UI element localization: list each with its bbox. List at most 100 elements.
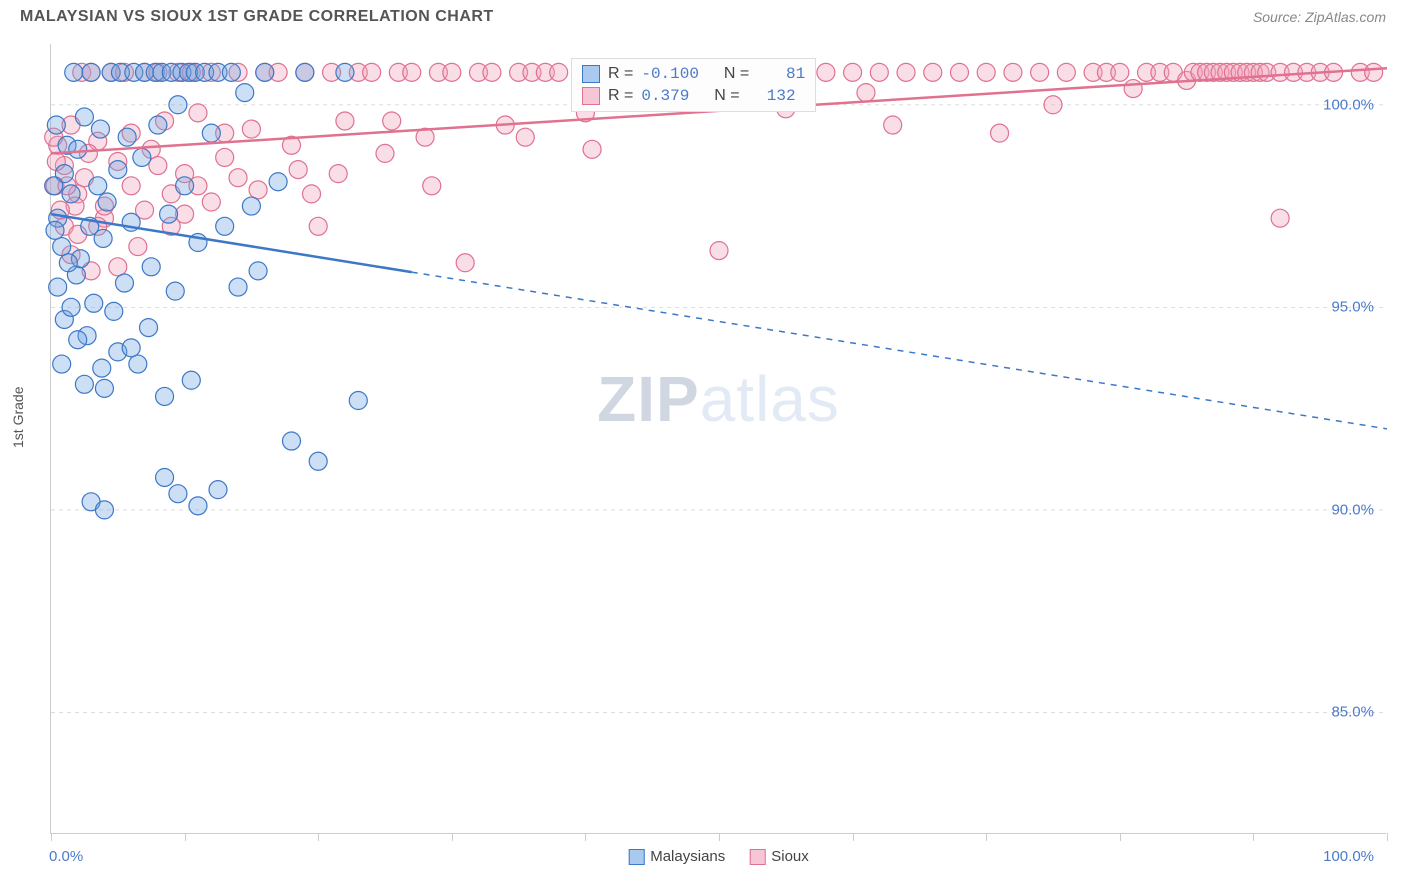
data-point xyxy=(62,185,80,203)
y-axis-title: 1st Grade xyxy=(10,387,26,448)
data-point xyxy=(516,128,534,146)
data-point xyxy=(844,63,862,81)
trend-line-dashed xyxy=(412,272,1387,429)
data-point xyxy=(216,217,234,235)
data-point xyxy=(383,112,401,130)
stats-n-value: 81 xyxy=(757,65,805,83)
stats-r-value: 0.379 xyxy=(641,87,689,105)
data-point xyxy=(202,193,220,211)
data-point xyxy=(95,501,113,519)
data-point xyxy=(456,254,474,272)
data-point xyxy=(109,161,127,179)
data-point xyxy=(363,63,381,81)
data-point xyxy=(62,298,80,316)
data-point xyxy=(242,120,260,138)
data-point xyxy=(140,319,158,337)
stats-swatch xyxy=(582,87,600,105)
data-point xyxy=(91,120,109,138)
data-point xyxy=(176,205,194,223)
data-point xyxy=(45,177,63,195)
data-point xyxy=(550,63,568,81)
x-max-label: 100.0% xyxy=(1323,848,1374,865)
legend-item-malaysians: Malaysians xyxy=(628,848,725,865)
data-point xyxy=(443,63,461,81)
data-point xyxy=(133,148,151,166)
data-point xyxy=(309,217,327,235)
data-point xyxy=(884,116,902,134)
x-tick xyxy=(318,833,319,841)
stats-r-label: R = xyxy=(608,65,633,83)
data-point xyxy=(950,63,968,81)
data-point xyxy=(49,278,67,296)
data-point xyxy=(376,144,394,162)
data-point xyxy=(53,355,71,373)
data-point xyxy=(149,157,167,175)
data-point xyxy=(69,331,87,349)
data-point xyxy=(349,392,367,410)
data-point xyxy=(222,63,240,81)
data-point xyxy=(1057,63,1075,81)
data-point xyxy=(991,124,1009,142)
y-tick-label: 90.0% xyxy=(1314,501,1374,518)
data-point xyxy=(93,359,111,377)
data-point xyxy=(1271,209,1289,227)
data-point xyxy=(94,229,112,247)
x-tick xyxy=(185,833,186,841)
data-point xyxy=(53,238,71,256)
data-point xyxy=(182,371,200,389)
data-point xyxy=(483,63,501,81)
data-point xyxy=(249,262,267,280)
data-point xyxy=(403,63,421,81)
data-point xyxy=(149,116,167,134)
y-tick-label: 85.0% xyxy=(1314,704,1374,721)
x-tick xyxy=(1253,833,1254,841)
data-point xyxy=(47,116,65,134)
data-point xyxy=(209,481,227,499)
data-point xyxy=(169,485,187,503)
x-min-label: 0.0% xyxy=(49,848,83,865)
data-point xyxy=(122,339,140,357)
x-tick xyxy=(853,833,854,841)
data-point xyxy=(109,258,127,276)
x-tick xyxy=(719,833,720,841)
x-tick xyxy=(1120,833,1121,841)
data-point xyxy=(129,238,147,256)
data-point xyxy=(303,185,321,203)
data-point xyxy=(1031,63,1049,81)
data-point xyxy=(423,177,441,195)
x-tick xyxy=(1387,833,1388,841)
data-point xyxy=(229,169,247,187)
data-point xyxy=(46,221,64,239)
data-point xyxy=(236,84,254,102)
data-point xyxy=(242,197,260,215)
data-point xyxy=(1124,80,1142,98)
data-point xyxy=(69,140,87,158)
legend-swatch xyxy=(628,849,644,865)
data-point xyxy=(857,84,875,102)
data-point xyxy=(282,432,300,450)
data-point xyxy=(82,63,100,81)
data-point xyxy=(98,193,116,211)
data-point xyxy=(156,468,174,486)
stats-swatch xyxy=(582,65,600,83)
stats-row-sioux: R =0.379 N =132 xyxy=(582,85,805,107)
data-point xyxy=(309,452,327,470)
data-point xyxy=(166,282,184,300)
data-point xyxy=(115,274,133,292)
data-point xyxy=(75,108,93,126)
data-point xyxy=(1365,63,1383,81)
data-point xyxy=(59,254,77,272)
legend-label: Sioux xyxy=(771,848,809,865)
data-point xyxy=(229,278,247,296)
data-point xyxy=(160,205,178,223)
stats-n-label: N = xyxy=(714,87,739,105)
data-point xyxy=(118,128,136,146)
data-point xyxy=(336,63,354,81)
y-tick-label: 95.0% xyxy=(1314,299,1374,316)
data-point xyxy=(817,63,835,81)
data-point xyxy=(176,177,194,195)
data-point xyxy=(269,173,287,191)
stats-row-malaysians: R =-0.100 N =81 xyxy=(582,63,805,85)
data-point xyxy=(189,104,207,122)
scatter-plot xyxy=(51,44,1387,834)
